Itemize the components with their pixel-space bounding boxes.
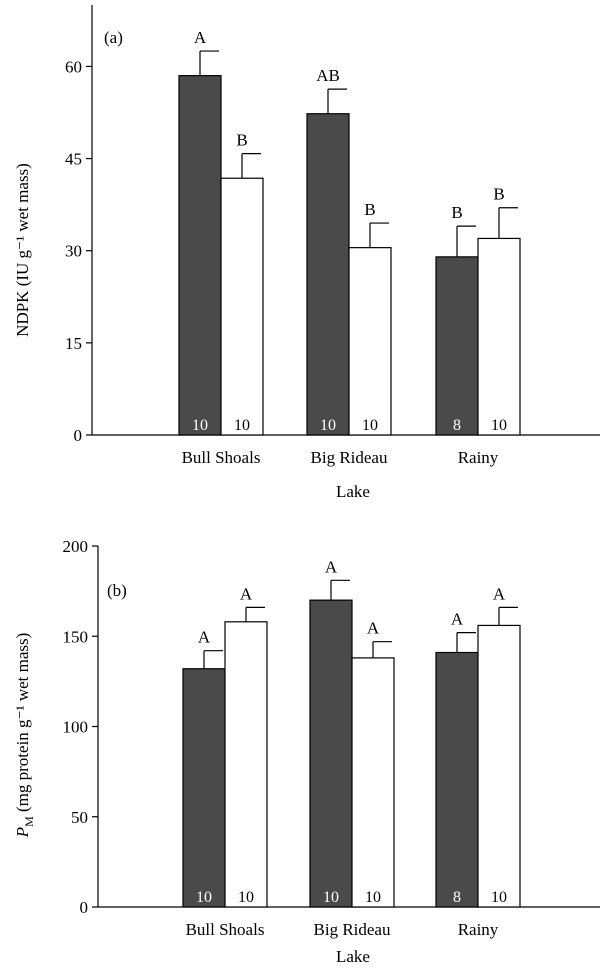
sig-letter-a-s0-c0: A xyxy=(194,28,207,47)
y-tick-label-a-0: 0 xyxy=(74,426,83,445)
bar-b-s1-c1 xyxy=(351,657,395,908)
n-label-b-s1-c1: 10 xyxy=(365,889,381,906)
sig-letter-b-s0-c0: A xyxy=(198,628,211,647)
n-label-a-s0-c0: 10 xyxy=(192,417,208,434)
panel-a: (a) NDPK (IU g⁻¹ wet mass) Lake 0 15 30 45 6… xyxy=(13,5,600,501)
n-label-a-s0-c2: 8 xyxy=(453,417,461,434)
x-category-label-a-0: Bull Shoals xyxy=(182,448,261,467)
panel-b-y-axis-title: PM (mg protein g⁻¹ wet mass) xyxy=(13,633,36,839)
x-category-label-b-0: Bull Shoals xyxy=(186,920,265,939)
n-label-b-s1-c2: 10 xyxy=(491,889,507,906)
y-tick-label-a-45: 45 xyxy=(65,150,82,169)
sig-letter-a-s1-c2: B xyxy=(493,185,504,204)
sig-letter-b-s1-c1: A xyxy=(367,619,380,638)
sig-letter-a-s1-c1: B xyxy=(364,200,375,219)
panel-b: (b) PM (mg protein g⁻¹ wet mass) Lake 0 5… xyxy=(13,537,600,966)
bar-a-s1-c2 xyxy=(477,237,521,436)
sig-letter-b-s0-c1: A xyxy=(325,557,338,576)
y-tick-label-b-0: 0 xyxy=(80,898,89,917)
bar-b-s0-c2 xyxy=(435,651,479,908)
panel-a-tag: (a) xyxy=(104,28,123,47)
bar-a-s0-c2 xyxy=(435,256,479,436)
x-category-label-a-2: Rainy xyxy=(458,448,499,467)
n-label-a-s1-c1: 10 xyxy=(362,417,378,434)
x-category-label-b-2: Rainy xyxy=(458,920,499,939)
n-label-b-s0-c0: 10 xyxy=(196,889,212,906)
y-tick-label-b-200: 200 xyxy=(63,537,89,556)
sig-letter-b-s1-c2: A xyxy=(493,584,506,603)
x-category-label-b-1: Big Rideau xyxy=(314,920,391,939)
bar-a-s0-c1 xyxy=(306,113,350,436)
panel-b-x-axis-title: Lake xyxy=(336,947,370,966)
panel-b-bars: A 10 A 10 A 8 A 10 A 10 A 10 xyxy=(182,557,521,908)
sig-letter-b-s1-c0: A xyxy=(240,584,253,603)
y-tick-label-a-15: 15 xyxy=(65,334,82,353)
sig-letter-a-s0-c2: B xyxy=(451,203,462,222)
sig-letter-a-s0-c1: AB xyxy=(316,66,340,85)
n-label-b-s1-c0: 10 xyxy=(238,889,254,906)
panel-a-y-axis-title: NDPK (IU g⁻¹ wet mass) xyxy=(13,163,32,337)
n-label-a-s0-c1: 10 xyxy=(320,417,336,434)
svg-text:NDPK (IU g⁻¹ wet mass): NDPK (IU g⁻¹ wet mass) xyxy=(13,163,32,337)
bar-a-s0-c0 xyxy=(178,75,222,436)
y-tick-label-a-60: 60 xyxy=(65,57,82,76)
x-category-label-a-1: Big Rideau xyxy=(311,448,388,467)
n-label-a-s1-c2: 10 xyxy=(491,417,507,434)
sig-letter-b-s0-c2: A xyxy=(451,610,464,629)
n-label-b-s0-c1: 10 xyxy=(323,889,339,906)
y-tick-label-a-30: 30 xyxy=(65,242,82,261)
n-label-a-s1-c0: 10 xyxy=(234,417,250,434)
svg-text:PM (mg protein g⁻¹ wet mass): PM (mg protein g⁻¹ wet mass) xyxy=(13,633,36,839)
bar-a-s1-c0 xyxy=(220,177,264,436)
y-tick-label-b-100: 100 xyxy=(63,718,89,737)
panel-a-bars: A 10 AB 10 B 8 B 10 B 10 B 10 xyxy=(178,28,521,436)
sig-letter-a-s1-c0: B xyxy=(236,131,247,150)
y-tick-label-b-150: 150 xyxy=(63,627,89,646)
bar-a-s1-c1 xyxy=(348,247,392,436)
panel-a-axes: 0 15 30 45 60 Bull Shoals Big Rideau Rainy xyxy=(65,5,600,467)
y-tick-label-b-50: 50 xyxy=(71,808,88,827)
bar-b-s1-c0 xyxy=(224,621,268,908)
panel-b-tag: (b) xyxy=(107,581,127,600)
panel-a-x-axis-title: Lake xyxy=(336,482,370,501)
bar-b-s0-c0 xyxy=(182,668,226,908)
bar-b-s0-c1 xyxy=(309,599,353,908)
bar-b-s1-c2 xyxy=(477,624,521,908)
n-label-b-s0-c2: 8 xyxy=(453,889,461,906)
